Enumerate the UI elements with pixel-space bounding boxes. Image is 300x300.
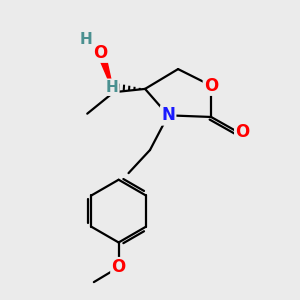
Text: H: H — [79, 32, 92, 47]
Polygon shape — [99, 55, 114, 92]
Text: O: O — [204, 76, 218, 94]
Text: O: O — [112, 258, 126, 276]
Text: N: N — [161, 106, 175, 124]
Text: O: O — [93, 44, 108, 62]
Text: H: H — [106, 80, 118, 95]
Text: O: O — [235, 123, 250, 141]
